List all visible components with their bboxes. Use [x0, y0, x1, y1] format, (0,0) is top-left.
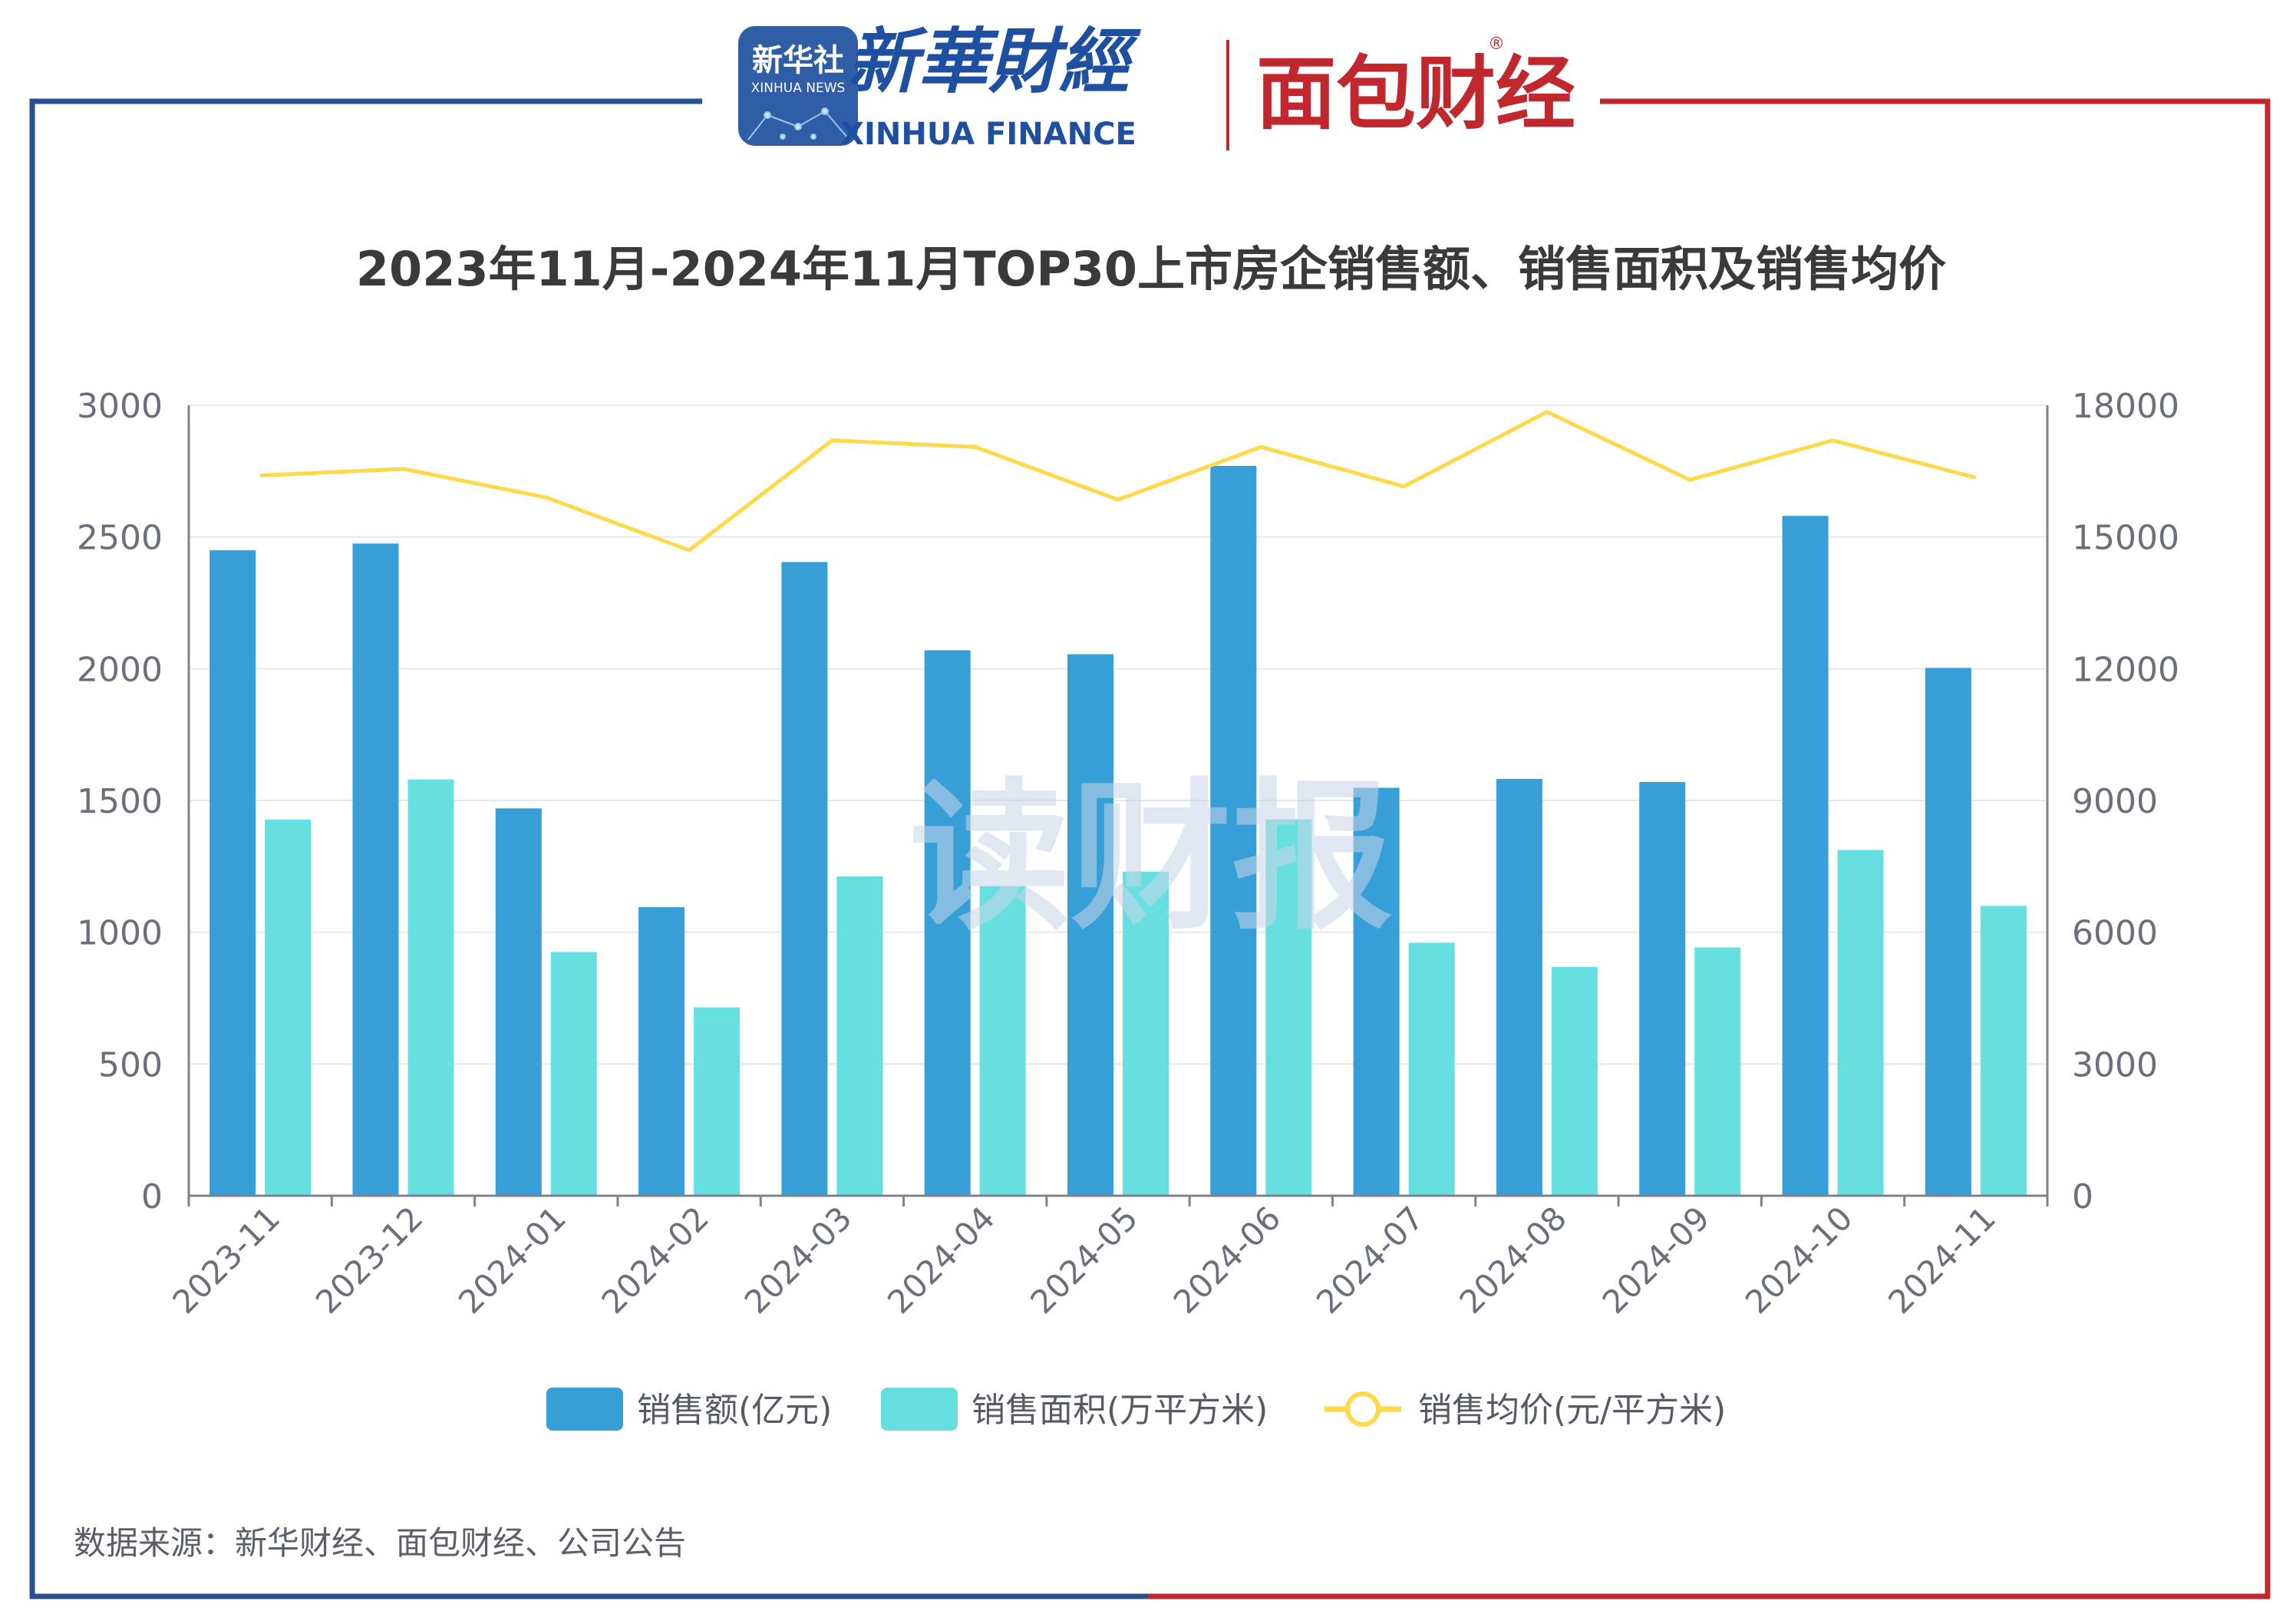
bar-sales-amount: [781, 562, 828, 1196]
x-tick-label: 2024-11: [1881, 1199, 2003, 1321]
bar-sales-amount: [209, 550, 256, 1196]
x-tick-label: 2024-03: [737, 1199, 859, 1321]
bar-sales-area: [836, 876, 883, 1196]
header: 新华社 XINHUA NEWS 新華財經 XINHUA FINANCE 面包财经…: [738, 21, 1575, 152]
x-tick-label: 2024-08: [1452, 1199, 1574, 1321]
frame-right: [1148, 98, 2271, 1599]
bar-sales-amount: [1067, 654, 1113, 1196]
bar-sales-area: [550, 952, 597, 1196]
bar-sales-area: [694, 1007, 741, 1196]
avg-price-line: [260, 410, 1977, 553]
right-tick-label: 9000: [2072, 782, 2158, 821]
xinhua-news-logo-cn: 新华社: [752, 43, 844, 78]
xinhua-finance-logo-cn: 新華財經: [847, 21, 1142, 103]
grid-lines: [189, 404, 2047, 1065]
bar-sales-area: [1123, 871, 1169, 1196]
avg-price-series-line: [260, 410, 1977, 553]
right-tick-label: 3000: [2072, 1045, 2158, 1084]
bar-sales-amount: [1210, 465, 1257, 1196]
mianbao-logo: 面包财经: [1256, 47, 1575, 140]
left-tick-label: 500: [98, 1045, 163, 1084]
x-tick-label: 2024-09: [1595, 1199, 1717, 1321]
xinhua-finance-logo-en: XINHUA FINANCE: [840, 117, 1136, 152]
legend-swatch-sales-area: [881, 1388, 958, 1431]
xinhua-network-icon: [747, 107, 849, 140]
legend-swatch-sales-amount: [546, 1388, 623, 1431]
chart-title: 2023年11月-2024年11月TOP30上市房企销售额、销售面积及销售均价: [356, 241, 1946, 297]
source-note: 数据来源：新华财经、面包财经、公司公告: [74, 1524, 686, 1562]
x-tick-label: 2024-10: [1738, 1199, 1860, 1321]
left-tick-label: 0: [141, 1177, 163, 1216]
frame-left: [29, 98, 1148, 1599]
bar-sales-area: [1837, 850, 1884, 1196]
left-tick-label: 3000: [77, 387, 163, 426]
left-tick-label: 1500: [77, 782, 163, 821]
bar-sales-amount: [1496, 778, 1542, 1196]
legend-marker-avg-price: [1345, 1391, 1381, 1427]
x-tick-label: 2024-07: [1309, 1199, 1431, 1321]
right-tick-label: 12000: [2072, 650, 2179, 689]
bar-sales-area: [1551, 966, 1598, 1196]
legend-label-sales-amount: 销售额(亿元): [637, 1391, 832, 1430]
legend-label-sales-area: 销售面积(万平方米): [972, 1391, 1268, 1430]
bar-sales-area: [1408, 942, 1455, 1196]
x-tick-label: 2024-01: [451, 1199, 573, 1321]
bar-sales-amount: [495, 808, 542, 1196]
legend: 销售额(亿元) 销售面积(万平方米) 销售均价(元/平方米): [546, 1388, 1726, 1431]
left-axis: 0 500 1000 1500 2000 2500 3000: [77, 387, 163, 1216]
bar-sales-area: [1980, 906, 2027, 1196]
bar-sales-amount: [1925, 668, 1971, 1196]
x-tick-label: 2024-04: [880, 1199, 1002, 1321]
bar-sales-amount: [924, 650, 971, 1196]
left-tick-label: 2500: [77, 519, 163, 558]
left-tick-label: 1000: [77, 914, 163, 953]
right-tick-label: 0: [2072, 1177, 2093, 1216]
x-tick-label: 2023-11: [165, 1199, 287, 1321]
bar-sales-amount: [352, 543, 399, 1196]
xinhua-news-logo-en: XINHUA NEWS: [751, 81, 846, 96]
right-tick-label: 6000: [2072, 914, 2158, 953]
x-tick-label: 2023-12: [308, 1199, 430, 1321]
registered-mark: ®: [1488, 35, 1505, 54]
right-tick-label: 15000: [2072, 519, 2179, 558]
bar-sales-area: [1265, 819, 1312, 1196]
bar-sales-amount: [638, 907, 685, 1196]
bars: [209, 465, 2027, 1196]
legend-label-avg-price: 销售均价(元/平方米): [1418, 1391, 1726, 1430]
left-tick-label: 2000: [77, 650, 163, 689]
bar-sales-amount: [1782, 516, 1829, 1196]
bar-sales-area: [265, 819, 312, 1196]
x-tick-label: 2024-02: [594, 1199, 716, 1321]
right-axis: 0 3000 6000 9000 12000 15000 18000: [2072, 387, 2179, 1216]
bar-sales-area: [1694, 947, 1741, 1196]
x-tick-label: 2024-05: [1023, 1199, 1145, 1321]
watermark: 读财报: [909, 764, 1393, 952]
x-tick-label: 2024-06: [1166, 1199, 1288, 1321]
bar-sales-area: [407, 779, 454, 1196]
bar-sales-amount: [1353, 787, 1400, 1196]
right-tick-label: 18000: [2072, 387, 2179, 426]
frame: [29, 98, 2271, 1599]
bar-sales-amount: [1639, 781, 1686, 1196]
bar-sales-area: [979, 886, 1026, 1196]
